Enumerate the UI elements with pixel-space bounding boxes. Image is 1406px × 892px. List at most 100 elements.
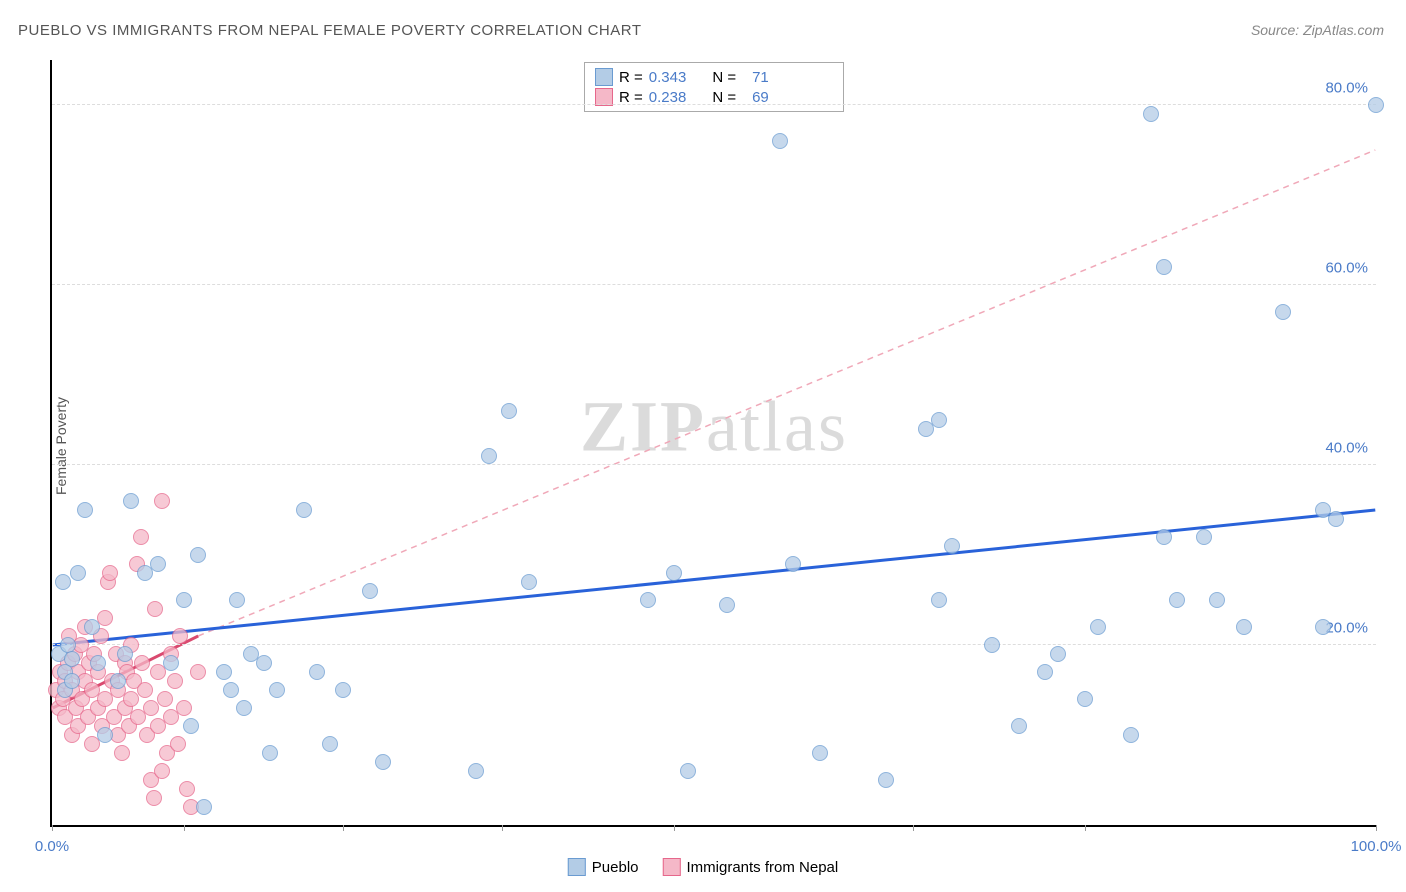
scatter-point-pueblo bbox=[176, 592, 192, 608]
scatter-point-pueblo bbox=[481, 448, 497, 464]
swatch-pueblo bbox=[568, 858, 586, 876]
gridline bbox=[52, 644, 1376, 645]
scatter-point-pueblo bbox=[1368, 97, 1384, 113]
legend-series: Pueblo Immigrants from Nepal bbox=[568, 858, 838, 876]
scatter-point-pueblo bbox=[1143, 106, 1159, 122]
x-tick bbox=[502, 825, 503, 831]
scatter-point-pueblo bbox=[1077, 691, 1093, 707]
scatter-point-pueblo bbox=[1037, 664, 1053, 680]
scatter-point-pueblo bbox=[812, 745, 828, 761]
scatter-point-pueblo bbox=[309, 664, 325, 680]
legend-item-pueblo: Pueblo bbox=[568, 858, 639, 876]
x-tick bbox=[343, 825, 344, 831]
r-label: R = bbox=[619, 89, 643, 106]
scatter-point-pueblo bbox=[1050, 646, 1066, 662]
scatter-point-pueblo bbox=[680, 763, 696, 779]
scatter-point-pueblo bbox=[262, 745, 278, 761]
scatter-point-pueblo bbox=[64, 651, 80, 667]
scatter-point-pueblo bbox=[501, 403, 517, 419]
swatch-nepal bbox=[663, 858, 681, 876]
scatter-point-pueblo bbox=[1156, 529, 1172, 545]
y-tick-label: 20.0% bbox=[1325, 620, 1368, 637]
scatter-point-pueblo bbox=[64, 673, 80, 689]
scatter-point-pueblo bbox=[931, 592, 947, 608]
n-label: N = bbox=[712, 69, 736, 86]
watermark-light: atlas bbox=[706, 387, 848, 467]
scatter-point-pueblo bbox=[375, 754, 391, 770]
scatter-point-nepal bbox=[154, 763, 170, 779]
scatter-point-nepal bbox=[172, 628, 188, 644]
scatter-point-pueblo bbox=[335, 682, 351, 698]
scatter-point-pueblo bbox=[110, 673, 126, 689]
r-label: R = bbox=[619, 69, 643, 86]
scatter-point-nepal bbox=[114, 745, 130, 761]
scatter-point-nepal bbox=[147, 601, 163, 617]
y-tick-label: 80.0% bbox=[1325, 80, 1368, 97]
scatter-point-pueblo bbox=[931, 412, 947, 428]
x-tick bbox=[674, 825, 675, 831]
scatter-point-pueblo bbox=[666, 565, 682, 581]
scatter-point-nepal bbox=[170, 736, 186, 752]
scatter-point-pueblo bbox=[256, 655, 272, 671]
scatter-point-pueblo bbox=[1123, 727, 1139, 743]
scatter-point-pueblo bbox=[55, 574, 71, 590]
x-tick-label: 100.0% bbox=[1351, 838, 1402, 855]
gridline bbox=[52, 284, 1376, 285]
gridline bbox=[52, 104, 1376, 105]
scatter-point-pueblo bbox=[1275, 304, 1291, 320]
scatter-point-nepal bbox=[157, 691, 173, 707]
scatter-point-pueblo bbox=[84, 619, 100, 635]
y-tick-label: 40.0% bbox=[1325, 440, 1368, 457]
scatter-point-pueblo bbox=[984, 637, 1000, 653]
scatter-point-nepal bbox=[134, 655, 150, 671]
scatter-point-pueblo bbox=[1090, 619, 1106, 635]
legend-stats-row-pueblo: R = 0.343 N = 71 bbox=[595, 67, 833, 87]
scatter-point-pueblo bbox=[223, 682, 239, 698]
swatch-pueblo bbox=[595, 68, 613, 86]
scatter-point-nepal bbox=[176, 700, 192, 716]
n-label: N = bbox=[712, 89, 736, 106]
r-value-pueblo: 0.343 bbox=[649, 69, 687, 86]
scatter-point-pueblo bbox=[1011, 718, 1027, 734]
scatter-point-nepal bbox=[133, 529, 149, 545]
y-tick-label: 60.0% bbox=[1325, 260, 1368, 277]
scatter-point-pueblo bbox=[236, 700, 252, 716]
source-attribution: Source: ZipAtlas.com bbox=[1251, 22, 1384, 38]
scatter-point-pueblo bbox=[640, 592, 656, 608]
legend-item-nepal: Immigrants from Nepal bbox=[663, 858, 839, 876]
scatter-point-pueblo bbox=[362, 583, 378, 599]
scatter-point-pueblo bbox=[163, 655, 179, 671]
watermark-bold: ZIP bbox=[580, 387, 706, 467]
gridline bbox=[52, 464, 1376, 465]
scatter-point-pueblo bbox=[97, 727, 113, 743]
scatter-point-pueblo bbox=[719, 597, 735, 613]
scatter-point-pueblo bbox=[150, 556, 166, 572]
scatter-point-pueblo bbox=[196, 799, 212, 815]
watermark: ZIPatlas bbox=[580, 386, 848, 469]
scatter-point-pueblo bbox=[1169, 592, 1185, 608]
x-tick bbox=[184, 825, 185, 831]
scatter-point-nepal bbox=[167, 673, 183, 689]
scatter-point-pueblo bbox=[190, 547, 206, 563]
scatter-point-pueblo bbox=[123, 493, 139, 509]
scatter-point-pueblo bbox=[521, 574, 537, 590]
scatter-point-pueblo bbox=[1196, 529, 1212, 545]
scatter-point-nepal bbox=[190, 664, 206, 680]
scatter-point-pueblo bbox=[183, 718, 199, 734]
scatter-point-pueblo bbox=[269, 682, 285, 698]
scatter-point-pueblo bbox=[944, 538, 960, 554]
x-tick bbox=[1376, 825, 1377, 831]
n-value-nepal: 69 bbox=[752, 89, 769, 106]
scatter-point-pueblo bbox=[1328, 511, 1344, 527]
scatter-point-pueblo bbox=[772, 133, 788, 149]
scatter-point-nepal bbox=[179, 781, 195, 797]
scatter-point-nepal bbox=[154, 493, 170, 509]
legend-label-nepal: Immigrants from Nepal bbox=[687, 859, 839, 876]
chart-title: PUEBLO VS IMMIGRANTS FROM NEPAL FEMALE P… bbox=[18, 22, 642, 39]
scatter-point-pueblo bbox=[90, 655, 106, 671]
scatter-point-nepal bbox=[146, 790, 162, 806]
scatter-point-pueblo bbox=[878, 772, 894, 788]
r-value-nepal: 0.238 bbox=[649, 89, 687, 106]
legend-label-pueblo: Pueblo bbox=[592, 859, 639, 876]
x-tick bbox=[1085, 825, 1086, 831]
